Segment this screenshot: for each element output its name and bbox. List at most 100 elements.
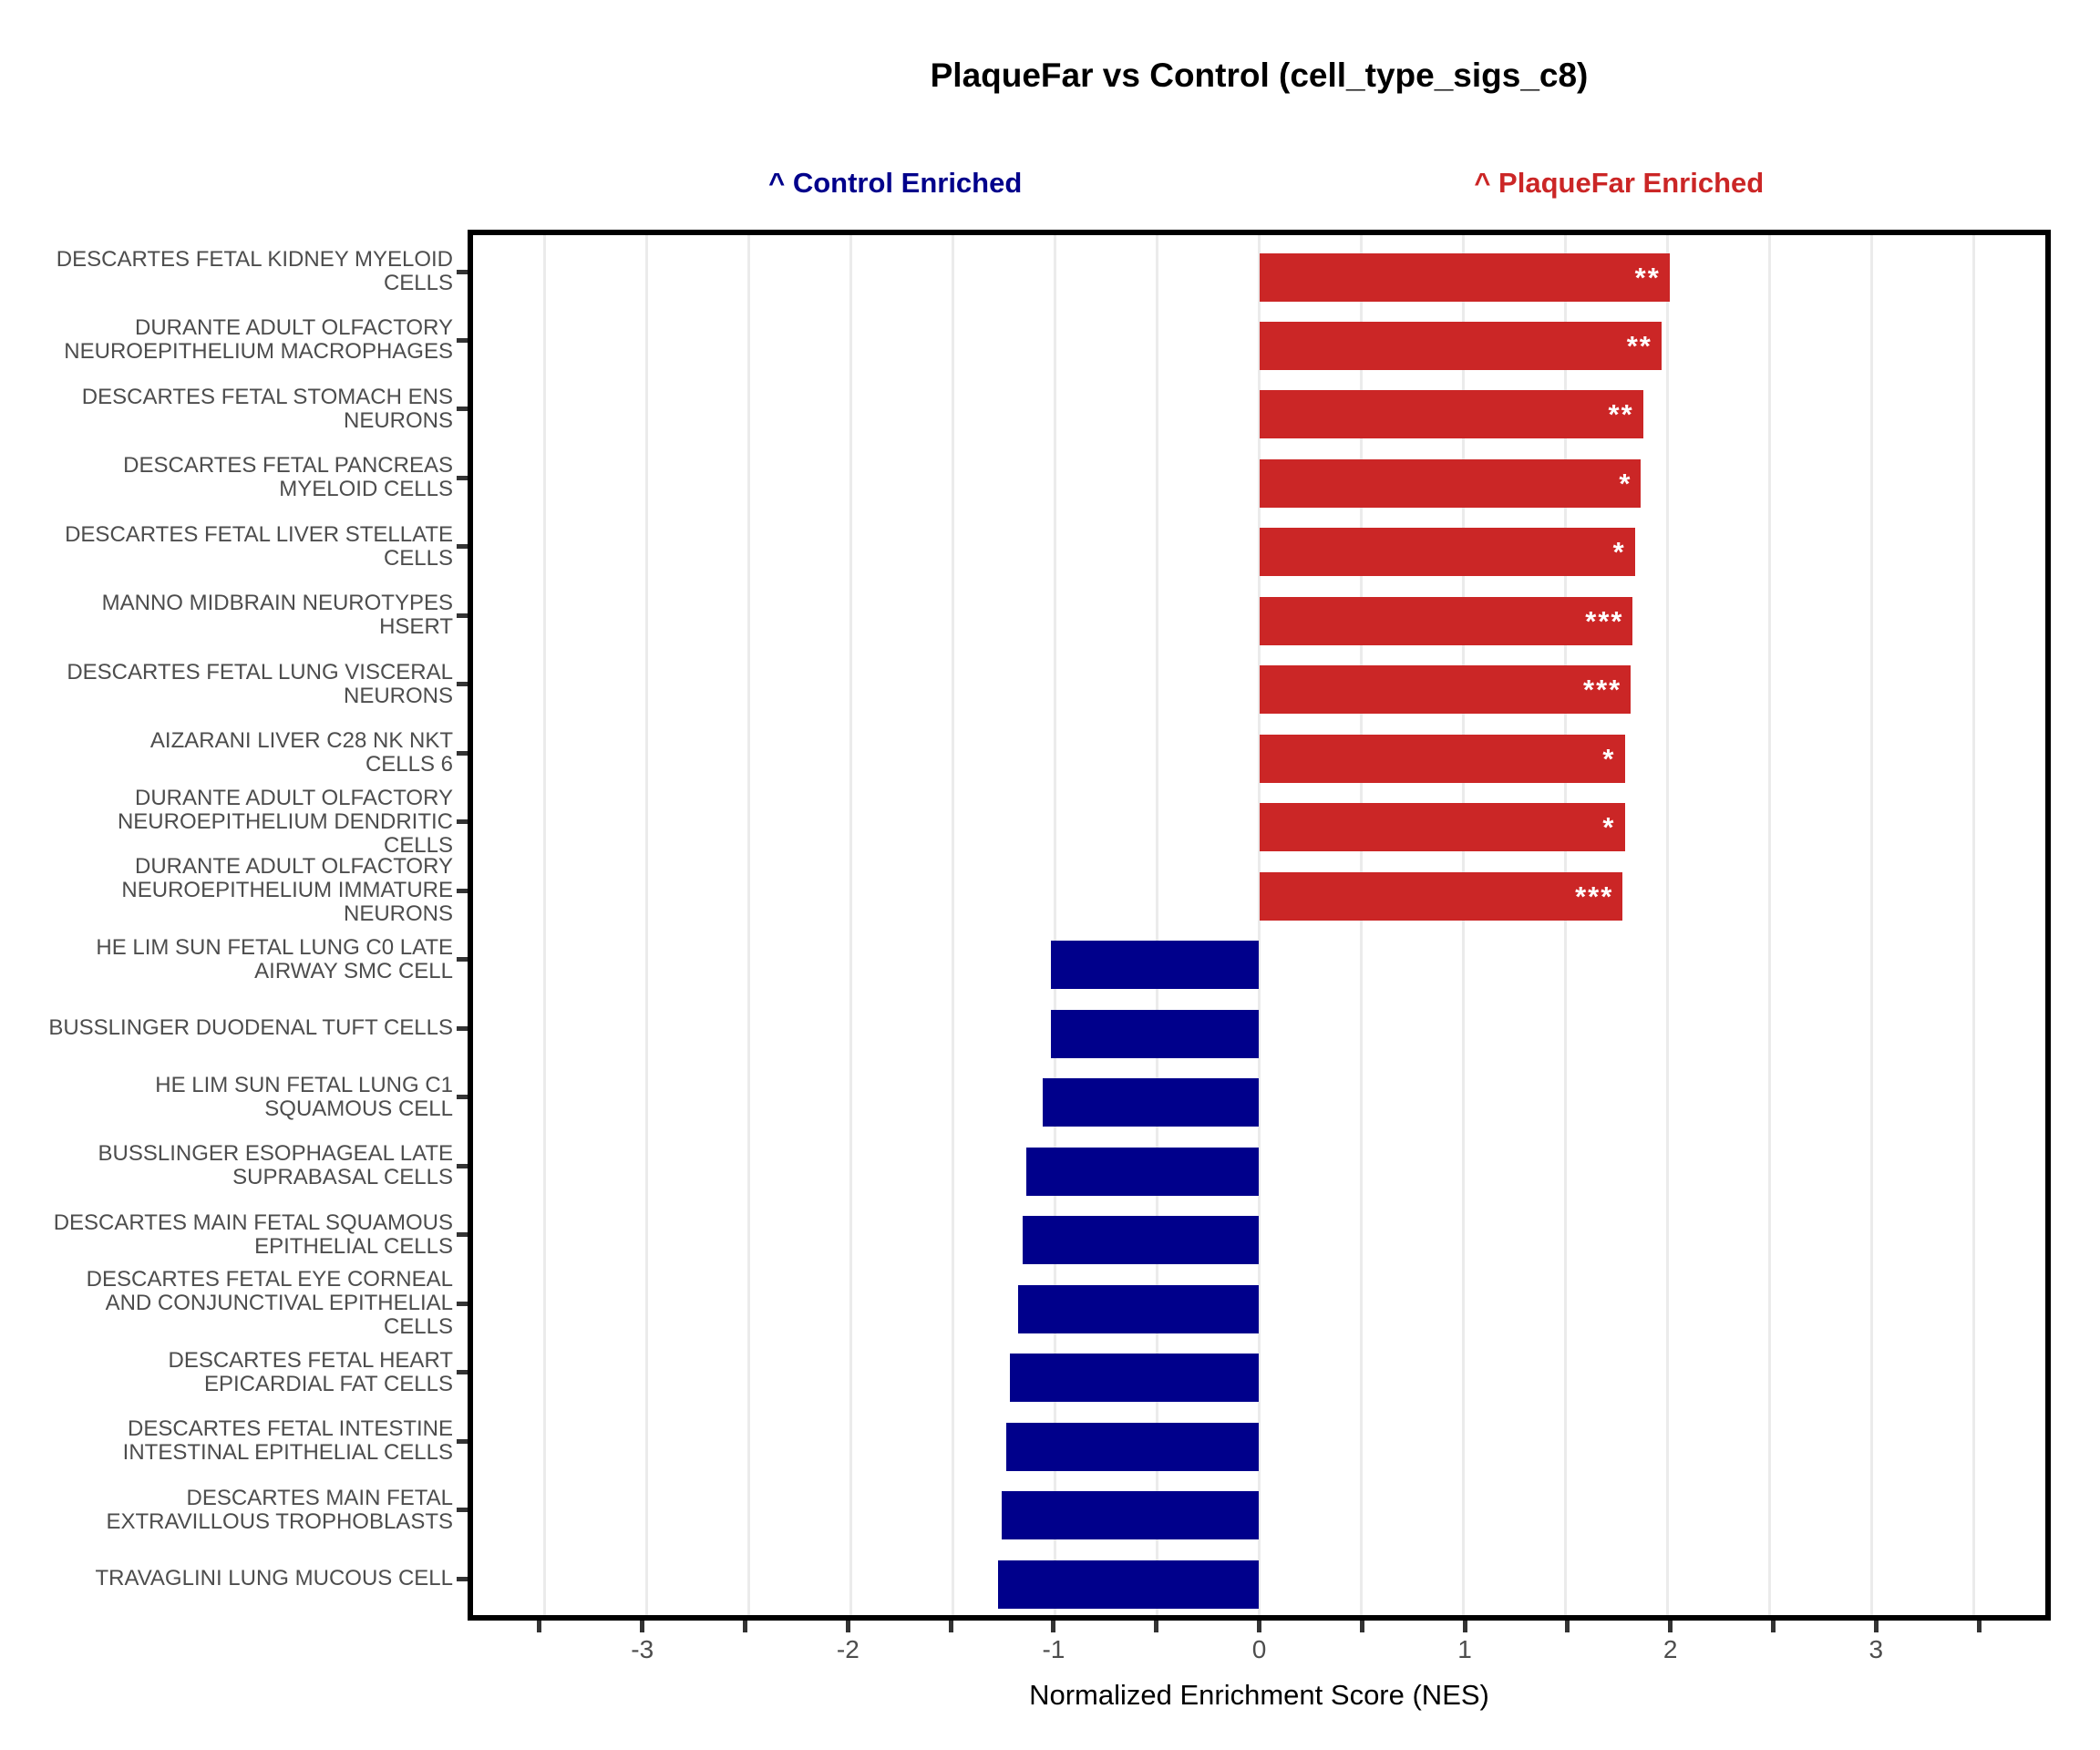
plaquefar-enriched-header: ^ PlaqueFar Enriched	[1474, 167, 1765, 199]
gridlines-layer	[473, 235, 2045, 1615]
significance-stars: *	[1619, 467, 1632, 499]
x-axis-tick	[743, 1621, 748, 1632]
gridline	[849, 235, 852, 1615]
gridline	[1155, 235, 1158, 1615]
chart-title: PlaqueFar vs Control (cell_type_sigs_c8)	[930, 57, 1589, 94]
bar-negative	[1005, 1422, 1260, 1471]
x-axis-tick-label: 1	[1457, 1635, 1472, 1663]
y-axis-label: DESCARTES FETAL LIVER STELLATE CELLS	[65, 521, 453, 571]
gridline	[1564, 235, 1568, 1615]
gridline	[1972, 235, 1976, 1615]
x-axis-ticks	[468, 1621, 2051, 1632]
y-axis-label: DESCARTES FETAL INTESTINE INTESTINAL EPI…	[122, 1416, 453, 1466]
y-axis-tick	[457, 750, 468, 756]
gridline	[951, 235, 954, 1615]
bar-negative	[1043, 1078, 1260, 1127]
x-axis-tick	[1359, 1621, 1364, 1632]
y-axis-tick	[457, 819, 468, 825]
y-axis-ticks	[457, 230, 468, 1621]
enrichment-headers: ^ Control Enriched ^ PlaqueFar Enriched	[468, 167, 2051, 207]
y-axis-tick	[457, 337, 468, 343]
x-axis-tick-label: -2	[836, 1635, 860, 1663]
y-axis-labels: DESCARTES FETAL KIDNEY MYELOID CELLS DURA…	[0, 230, 453, 1621]
bar-negative	[1010, 1354, 1260, 1403]
bar-negative	[1026, 1147, 1260, 1196]
gridline	[1768, 235, 1772, 1615]
significance-stars: *	[1602, 742, 1616, 775]
significance-stars: **	[1634, 261, 1661, 293]
significance-stars: *	[1612, 536, 1626, 569]
y-axis-tick	[457, 1025, 468, 1031]
gridline	[1053, 235, 1056, 1615]
bar-positive: *	[1259, 458, 1642, 508]
x-axis-tick	[1154, 1621, 1159, 1632]
x-axis-tick	[1668, 1621, 1673, 1632]
x-axis-tick	[845, 1621, 850, 1632]
y-axis-label: DESCARTES FETAL LUNG VISCERAL NEURONS	[67, 659, 453, 708]
significance-stars: **	[1626, 329, 1652, 362]
control-enriched-header: ^ Control Enriched	[768, 167, 1023, 199]
x-axis-tick	[1257, 1621, 1261, 1632]
y-axis-tick	[457, 1301, 468, 1306]
y-axis-label: BUSSLINGER DUODENAL TUFT CELLS	[48, 1015, 453, 1041]
x-axis-tick-label: 2	[1662, 1635, 1678, 1663]
bar-negative	[1050, 941, 1260, 990]
y-axis-label: DURANTE ADULT OLFACTORY NEUROEPITHELIUM …	[64, 315, 453, 365]
y-axis-label: DESCARTES FETAL PANCREAS MYELOID CELLS	[123, 453, 453, 502]
bar-negative	[1018, 1284, 1260, 1333]
x-axis-tick	[1976, 1621, 1982, 1632]
y-axis-tick	[457, 682, 468, 687]
bar-positive: ***	[1259, 871, 1623, 921]
x-axis-tick-label: -3	[631, 1635, 654, 1663]
bar-negative	[1022, 1216, 1260, 1265]
significance-stars: ***	[1575, 880, 1614, 912]
y-axis-tick	[457, 612, 468, 618]
bar-positive: *	[1259, 734, 1625, 783]
significance-stars: **	[1608, 398, 1634, 431]
y-axis-label: DESCARTES FETAL EYE CORNEAL AND CONJUNCT…	[86, 1267, 453, 1340]
plot-panel: ** ** ** * * *** *** * * ***	[468, 230, 2051, 1621]
x-axis-tick	[1565, 1621, 1570, 1632]
y-axis-tick	[457, 475, 468, 480]
x-axis-title: Normalized Enrichment Score (NES)	[1029, 1679, 1489, 1711]
bar-positive: **	[1259, 252, 1670, 302]
x-axis-tick	[1770, 1621, 1776, 1632]
x-axis-tick-label: -1	[1042, 1635, 1065, 1663]
y-axis-label: DESCARTES FETAL KIDNEY MYELOID CELLS	[56, 247, 453, 295]
y-axis-label: MANNO MIDBRAIN NEUROTYPES HSERT	[101, 591, 453, 640]
x-axis-tick-label: 0	[1251, 1635, 1267, 1663]
y-axis-tick	[457, 957, 468, 962]
gridline	[644, 235, 648, 1615]
x-axis-tick	[537, 1621, 542, 1632]
x-axis-tick-labels: -3 -2 -1 0 1 2 3	[468, 1635, 2051, 1666]
x-axis-tick	[1051, 1621, 1056, 1632]
y-axis-label: HE LIM SUN FETAL LUNG C1 SQUAMOUS CELL	[155, 1072, 453, 1121]
x-axis-tick-label: 3	[1868, 1635, 1884, 1663]
y-axis-tick	[457, 544, 468, 550]
bars-layer: ** ** ** * * *** *** * * ***	[473, 235, 2045, 1615]
bar-positive: *	[1259, 803, 1625, 852]
x-axis-tick	[948, 1621, 953, 1632]
x-axis-tick	[640, 1621, 645, 1632]
bar-positive: *	[1259, 528, 1635, 577]
y-axis-label: DESCARTES FETAL STOMACH ENS NEURONS	[81, 384, 453, 433]
gridline	[1360, 235, 1363, 1615]
x-axis-tick	[1873, 1621, 1879, 1632]
bar-positive: **	[1259, 390, 1643, 439]
y-axis-tick	[457, 1370, 468, 1375]
y-axis-tick	[457, 888, 468, 893]
y-axis-label: DURANTE ADULT OLFACTORY NEUROEPITHELIUM …	[117, 785, 453, 858]
significance-stars: *	[1602, 811, 1616, 844]
y-axis-tick	[457, 1508, 468, 1513]
y-axis-tick	[457, 407, 468, 412]
gridline	[1258, 235, 1261, 1615]
bar-positive: ***	[1259, 665, 1632, 715]
y-axis-label: BUSSLINGER ESOPHAGEAL LATE SUPRABASAL CE…	[98, 1141, 453, 1190]
y-axis-tick	[457, 1576, 468, 1581]
y-axis-label: DESCARTES MAIN FETAL EXTRAVILLOUS TROPHO…	[106, 1485, 453, 1534]
bar-positive: **	[1259, 321, 1662, 370]
y-axis-tick	[457, 1438, 468, 1444]
bar-positive: ***	[1259, 596, 1633, 645]
y-axis-label: DURANTE ADULT OLFACTORY NEUROEPITHELIUM …	[121, 854, 453, 927]
